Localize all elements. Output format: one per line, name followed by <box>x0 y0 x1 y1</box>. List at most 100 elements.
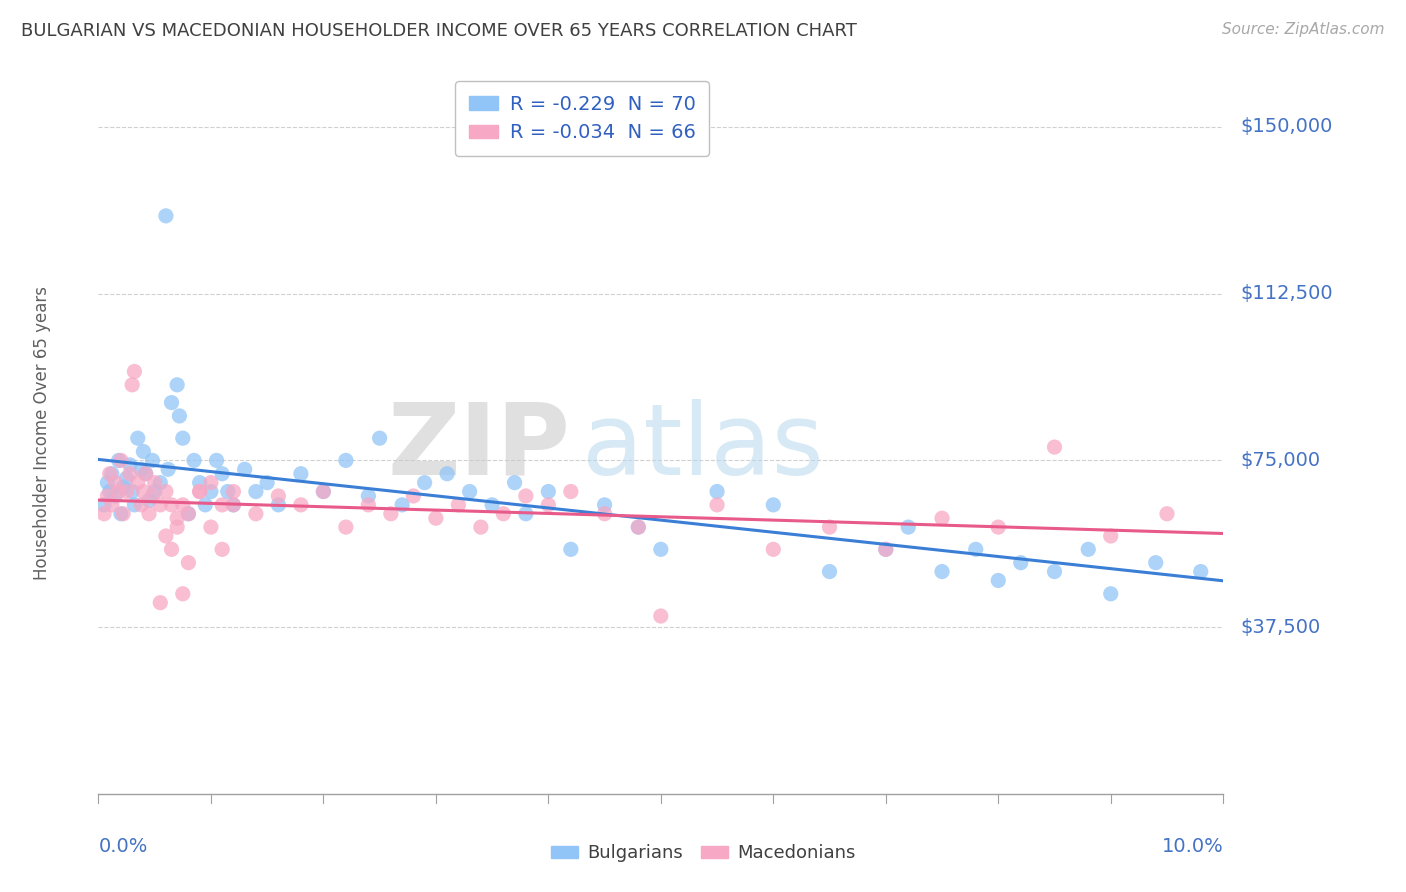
Point <box>169 409 191 423</box>
Point <box>172 587 194 601</box>
Point <box>368 431 391 445</box>
Point <box>470 520 492 534</box>
Point <box>217 484 239 499</box>
Point <box>267 489 290 503</box>
Point <box>149 596 172 610</box>
Point <box>515 507 537 521</box>
Point <box>560 484 582 499</box>
Point <box>593 498 616 512</box>
Text: ZIP: ZIP <box>388 399 571 496</box>
Point <box>166 377 188 392</box>
Point <box>205 453 228 467</box>
Point <box>96 489 118 503</box>
Point <box>503 475 526 490</box>
Text: $150,000: $150,000 <box>1240 118 1333 136</box>
Point <box>160 542 183 557</box>
Text: BULGARIAN VS MACEDONIAN HOUSEHOLDER INCOME OVER 65 YEARS CORRELATION CHART: BULGARIAN VS MACEDONIAN HOUSEHOLDER INCO… <box>21 22 858 40</box>
Point <box>312 484 335 499</box>
Point <box>222 484 245 499</box>
Point <box>93 498 115 512</box>
Point <box>200 484 222 499</box>
Point <box>160 395 183 409</box>
Point <box>627 520 650 534</box>
Point <box>177 507 200 521</box>
Point <box>222 498 245 512</box>
Point <box>931 511 953 525</box>
Point <box>267 498 290 512</box>
Point <box>101 467 124 481</box>
Point <box>627 520 650 534</box>
Point <box>560 542 582 557</box>
Point <box>245 484 267 499</box>
Point <box>402 489 425 503</box>
Point <box>194 498 217 512</box>
Point <box>818 565 841 579</box>
Point <box>256 475 278 490</box>
Point <box>233 462 256 476</box>
Point <box>1043 440 1066 454</box>
Point <box>177 556 200 570</box>
Point <box>104 475 127 490</box>
Point <box>436 467 458 481</box>
Point <box>357 489 380 503</box>
Point <box>1189 565 1212 579</box>
Point <box>222 498 245 512</box>
Point <box>172 431 194 445</box>
Point <box>121 377 143 392</box>
Point <box>98 467 121 481</box>
Point <box>143 484 166 499</box>
Point <box>138 507 160 521</box>
Point <box>650 609 672 624</box>
Point <box>290 498 312 512</box>
Point <box>1099 587 1122 601</box>
Text: Householder Income Over 65 years: Householder Income Over 65 years <box>34 285 51 580</box>
Point <box>127 431 149 445</box>
Text: Source: ZipAtlas.com: Source: ZipAtlas.com <box>1222 22 1385 37</box>
Point <box>335 453 357 467</box>
Point <box>104 489 127 503</box>
Point <box>537 498 560 512</box>
Point <box>875 542 897 557</box>
Point <box>425 511 447 525</box>
Point <box>149 475 172 490</box>
Point <box>124 364 146 378</box>
Point <box>112 507 135 521</box>
Point <box>149 498 172 512</box>
Point <box>188 484 211 499</box>
Point <box>447 498 470 512</box>
Point <box>188 484 211 499</box>
Point <box>155 484 177 499</box>
Point <box>96 475 118 490</box>
Point <box>931 565 953 579</box>
Point <box>115 484 138 499</box>
Point <box>762 542 785 557</box>
Point <box>115 471 138 485</box>
Point <box>157 462 180 476</box>
Point <box>138 493 160 508</box>
Point <box>897 520 920 534</box>
Point <box>211 467 233 481</box>
Point <box>112 480 135 494</box>
Point <box>875 542 897 557</box>
Point <box>172 498 194 512</box>
Point <box>357 498 380 512</box>
Point <box>143 475 166 490</box>
Point <box>593 507 616 521</box>
Point <box>987 574 1010 588</box>
Point <box>118 467 141 481</box>
Point <box>312 484 335 499</box>
Text: $37,500: $37,500 <box>1240 617 1320 637</box>
Text: 0.0%: 0.0% <box>98 838 148 856</box>
Point <box>515 489 537 503</box>
Point <box>183 453 205 467</box>
Point <box>135 467 157 481</box>
Point <box>1144 556 1167 570</box>
Point <box>650 542 672 557</box>
Point <box>335 520 357 534</box>
Point <box>1043 565 1066 579</box>
Point <box>706 484 728 499</box>
Point <box>245 507 267 521</box>
Point <box>706 498 728 512</box>
Point <box>1077 542 1099 557</box>
Point <box>987 520 1010 534</box>
